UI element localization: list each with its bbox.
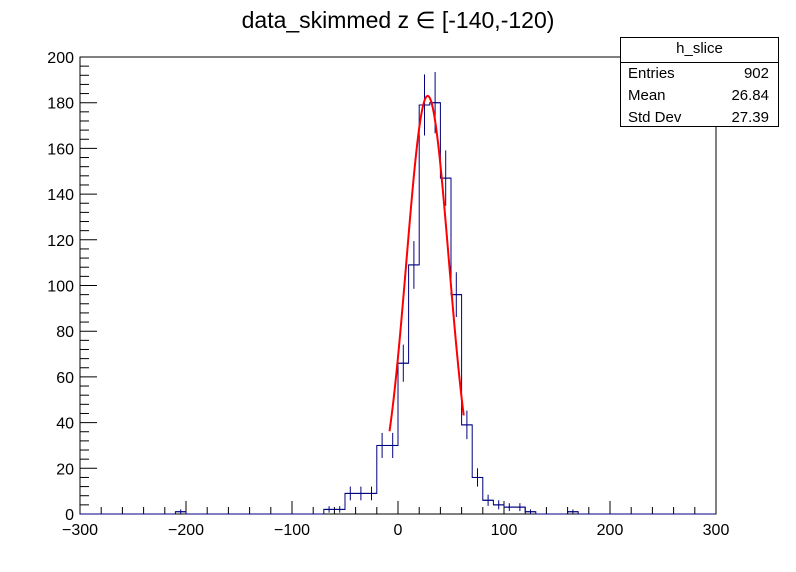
x-tick-label: 0 [394,522,403,539]
x-tick-labels: −300 −200 −100 0 100 200 300 [62,522,729,539]
y-tick-label: 40 [56,416,74,433]
y-tick-label: 100 [47,279,74,296]
axis-ticks [79,56,717,515]
stats-entries-label: Entries [628,65,675,82]
y-tick-label: 140 [47,187,74,204]
y-tick-label: 80 [56,324,74,341]
y-tick-label: 120 [47,233,74,250]
fit-curve [388,94,465,432]
x-tick-label: −200 [168,522,204,539]
y-tick-label: 60 [56,370,74,387]
stats-mean-value: 26.84 [731,87,769,104]
y-tick-label: 20 [56,461,74,478]
stats-box: h_slice Entries 902 Mean 26.84 Std Dev 2… [620,37,779,127]
y-tick-labels: 0 20 40 60 80 100 120 140 160 180 200 [47,50,74,524]
stats-stddev-value: 27.39 [731,109,769,126]
x-tick-label: 200 [597,522,624,539]
stats-entries-value: 902 [743,65,769,82]
x-tick-label: −300 [62,522,98,539]
chart-title: data_skimmed z ∈ [-140,-120) [242,7,555,33]
x-tick-label: 300 [703,522,730,539]
x-tick-label: −100 [274,522,310,539]
x-tick-label: 100 [491,522,518,539]
stats-entries-row: Entries 902 [621,63,778,85]
y-tick-label: 180 [47,96,74,113]
stats-stddev-label: Std Dev [628,109,682,126]
y-tick-label: 0 [65,507,74,524]
y-tick-label: 160 [47,141,74,158]
histogram-bars [80,102,716,515]
stats-stddev-row: Std Dev 27.39 [621,107,778,129]
stats-mean-label: Mean [628,87,666,104]
y-tick-label: 200 [47,50,74,67]
stats-mean-row: Mean 26.84 [621,85,778,107]
gaussian-fit [388,94,465,432]
histogram-outline [80,102,716,515]
stats-box-title: h_slice [621,38,778,63]
